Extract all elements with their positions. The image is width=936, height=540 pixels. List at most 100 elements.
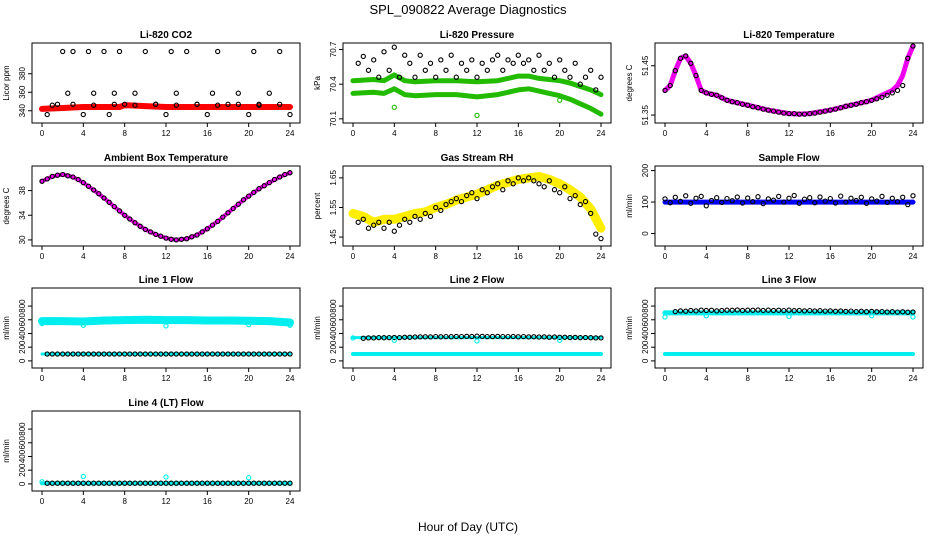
data-point <box>39 178 45 184</box>
data-point <box>402 216 408 222</box>
y-axis-label: percent <box>313 192 322 219</box>
data-point <box>667 200 673 206</box>
data-point <box>127 480 133 486</box>
data-point <box>360 53 366 60</box>
y-tick-label: 400 <box>18 326 27 340</box>
series-band-2 <box>350 86 604 117</box>
data-point <box>832 308 839 314</box>
data-point <box>474 195 480 202</box>
data-point <box>812 110 818 116</box>
data-point <box>163 480 169 486</box>
x-tick-label: 16 <box>203 497 212 506</box>
data-point <box>739 307 746 314</box>
data-point <box>853 308 859 315</box>
data-point <box>598 74 604 80</box>
data-point <box>739 101 746 107</box>
panel-title: Line 1 Flow <box>139 275 194 286</box>
data-point <box>60 48 66 55</box>
data-point <box>407 60 413 66</box>
plot-frame <box>342 165 612 247</box>
data-point <box>371 57 377 63</box>
data-point <box>147 480 154 486</box>
data-point <box>111 351 117 357</box>
data-point <box>235 101 241 107</box>
data-point <box>137 351 143 357</box>
x-tick-label: 4 <box>81 374 86 383</box>
data-point <box>235 201 241 207</box>
data-point <box>122 212 128 218</box>
data-point <box>448 334 454 340</box>
plot-area <box>350 44 604 119</box>
data-point <box>796 111 802 117</box>
data-point <box>724 97 730 103</box>
data-point <box>230 480 236 486</box>
data-point <box>453 333 459 340</box>
data-point <box>173 351 179 357</box>
data-point <box>874 96 880 102</box>
data-point <box>49 480 55 486</box>
data-point <box>905 55 911 61</box>
data-point <box>360 335 366 341</box>
y-tick-label: 360 <box>18 85 27 99</box>
data-point <box>277 480 283 486</box>
data-point <box>598 235 604 242</box>
data-point <box>178 236 185 242</box>
data-point <box>215 351 221 357</box>
data-point <box>173 90 179 96</box>
data-point <box>80 480 86 486</box>
data-point <box>142 48 148 55</box>
x-tick-label: 16 <box>203 374 212 383</box>
data-point <box>822 308 828 314</box>
data-point <box>153 231 159 238</box>
y-tick-label: 200 <box>18 463 27 477</box>
data-point <box>246 321 252 328</box>
data-point <box>49 351 55 357</box>
data-point <box>863 309 870 315</box>
data-point <box>412 74 418 80</box>
data-point <box>235 351 241 357</box>
data-point <box>557 190 563 196</box>
y-axis-label: ml/min <box>313 316 322 340</box>
data-point <box>184 236 190 242</box>
data-point <box>688 200 694 206</box>
data-point <box>220 214 226 220</box>
data-point <box>287 480 293 486</box>
data-point <box>801 196 808 202</box>
data-point <box>54 101 61 107</box>
data-point <box>526 57 532 63</box>
data-point <box>755 307 761 313</box>
y-tick-label: 200 <box>18 340 27 354</box>
x-tick-label: 16 <box>826 129 835 138</box>
data-point <box>60 351 66 357</box>
data-point <box>277 48 283 55</box>
data-point <box>396 222 403 228</box>
data-point <box>588 67 594 73</box>
data-point <box>448 198 454 205</box>
panel-title: Line 2 Flow <box>450 275 505 286</box>
data-point <box>101 48 107 55</box>
data-point <box>714 308 720 314</box>
data-point <box>510 60 516 66</box>
x-tick-label: 0 <box>40 252 45 261</box>
x-tick-label: 0 <box>40 374 45 383</box>
data-point <box>557 57 563 63</box>
data-point <box>572 60 578 66</box>
data-point <box>407 334 413 340</box>
x-tick-label: 20 <box>555 129 564 138</box>
x-tick-label: 0 <box>351 374 356 383</box>
data-point <box>96 480 102 486</box>
data-point <box>863 200 870 206</box>
y-tick-label: 340 <box>18 104 27 118</box>
data-point <box>230 205 236 212</box>
data-point <box>703 313 709 319</box>
x-tick-label: 8 <box>122 129 127 138</box>
data-point <box>54 480 61 486</box>
data-point <box>246 480 252 486</box>
data-point <box>796 307 802 314</box>
data-point <box>422 334 428 340</box>
data-point <box>355 60 361 66</box>
data-point <box>495 333 501 340</box>
y-tick-label: 380 <box>18 67 27 81</box>
data-point <box>801 111 808 117</box>
